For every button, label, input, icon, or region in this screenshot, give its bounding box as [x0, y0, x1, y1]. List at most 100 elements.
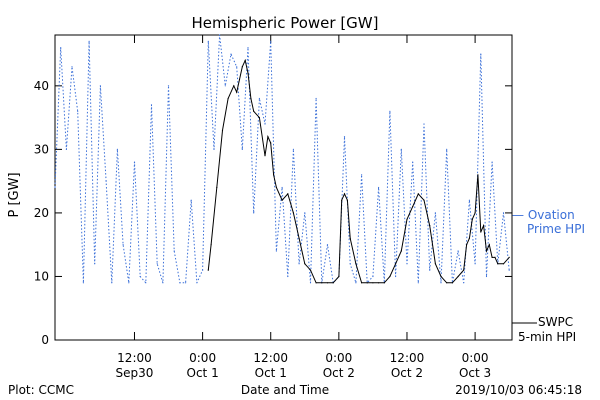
swpc-point	[207, 269, 209, 271]
swpc-point	[236, 91, 238, 93]
swpc-point	[423, 199, 425, 201]
legend-ovation-line1: — Ovation	[512, 208, 575, 222]
x-tick-label-date: Oct 1	[255, 366, 287, 380]
swpc-point	[463, 269, 465, 271]
swpc-point	[338, 275, 340, 278]
ovation-point	[417, 282, 419, 284]
swpc-series	[207, 58, 510, 284]
swpc-point	[238, 78, 241, 81]
ovation-point	[207, 40, 209, 43]
ovation-point	[213, 148, 215, 150]
ovation-point	[423, 123, 425, 125]
ovation-point	[71, 66, 73, 68]
swpc-point	[326, 282, 329, 284]
ovation-point	[111, 282, 113, 284]
y-tick-label: 10	[34, 269, 49, 283]
ovation-point	[196, 282, 198, 284]
swpc-point	[250, 97, 252, 100]
swpc-point	[471, 218, 473, 220]
swpc-point	[412, 206, 414, 208]
x-tick-label-time: 12:00	[117, 351, 152, 365]
ovation-point	[94, 263, 96, 265]
ovation-point	[468, 199, 470, 201]
swpc-point	[372, 282, 374, 284]
swpc-point	[227, 97, 229, 100]
swpc-point	[389, 275, 391, 278]
plot-timestamp: 2019/10/03 06:45:18	[455, 383, 582, 397]
swpc-point	[321, 282, 323, 284]
swpc-point	[491, 256, 493, 258]
ovation-point	[412, 161, 414, 163]
ovation-point	[406, 263, 408, 265]
ovation-point	[105, 180, 107, 182]
swpc-point	[346, 199, 348, 201]
swpc-point	[309, 269, 312, 271]
ovation-point	[258, 97, 260, 100]
ovation-point	[474, 263, 476, 265]
swpc-point	[287, 193, 289, 195]
ovation-point	[224, 85, 226, 87]
ovation-point	[429, 269, 431, 271]
swpc-point	[440, 275, 442, 278]
ovation-point	[485, 275, 488, 278]
ovation-point	[349, 263, 351, 265]
ovation-point	[185, 282, 187, 284]
swpc-point	[253, 110, 255, 112]
swpc-point	[406, 218, 408, 220]
ovation-point	[156, 263, 158, 265]
ovation-point	[389, 110, 391, 112]
swpc-point	[508, 256, 510, 258]
ovation-point	[139, 275, 141, 278]
ovation-point	[372, 275, 374, 278]
ovation-point	[502, 212, 505, 214]
ovation-point	[457, 250, 459, 252]
ovation-point	[167, 85, 170, 87]
swpc-point	[483, 225, 485, 227]
swpc-point	[267, 136, 269, 138]
chart-title: Hemispheric Power [GW]	[192, 14, 379, 32]
y-axis-label: P [GW]	[7, 172, 22, 217]
ovation-point	[315, 97, 317, 100]
ovation-point	[122, 244, 124, 246]
swpc-point	[341, 199, 343, 201]
ovation-point	[54, 186, 56, 189]
swpc-point	[485, 250, 488, 252]
ovation-point	[508, 269, 510, 271]
ovation-point	[99, 85, 101, 87]
ovation-point	[378, 186, 380, 189]
swpc-point	[446, 282, 448, 284]
ovation-point	[304, 212, 306, 214]
swpc-point	[474, 212, 476, 214]
swpc-point	[400, 250, 402, 252]
swpc-point	[429, 225, 431, 227]
ovation-point	[173, 250, 175, 252]
ovation-point	[309, 282, 312, 284]
x-tick-label-date: Oct 3	[459, 366, 491, 380]
ovation-point	[219, 34, 221, 36]
ovation-point	[281, 186, 283, 189]
y-tick-label: 0	[41, 333, 49, 347]
ovation-point	[298, 263, 300, 265]
legend-swpc-line2: 5-min HPI	[518, 330, 576, 344]
swpc-point	[258, 117, 260, 119]
ovation-point	[77, 110, 79, 112]
ovation-point	[440, 282, 442, 284]
x-tick-label-date: Oct 1	[187, 366, 219, 380]
ovation-point	[150, 104, 153, 106]
x-tick-label-date: Oct 2	[323, 366, 355, 380]
swpc-point	[383, 282, 385, 284]
swpc-point	[480, 231, 482, 233]
swpc-point	[378, 282, 380, 284]
ovation-point	[65, 148, 67, 150]
swpc-point	[244, 59, 246, 62]
swpc-point	[247, 72, 249, 74]
ovation-point	[446, 148, 448, 150]
x-axis-label: Date and Time	[241, 383, 329, 397]
y-tick-label: 30	[34, 142, 49, 156]
ovation-point	[292, 148, 294, 150]
swpc-point	[315, 282, 317, 284]
ovation-point	[162, 282, 164, 284]
swpc-point	[343, 193, 346, 195]
ovation-point	[287, 275, 289, 278]
swpc-point	[210, 244, 212, 246]
